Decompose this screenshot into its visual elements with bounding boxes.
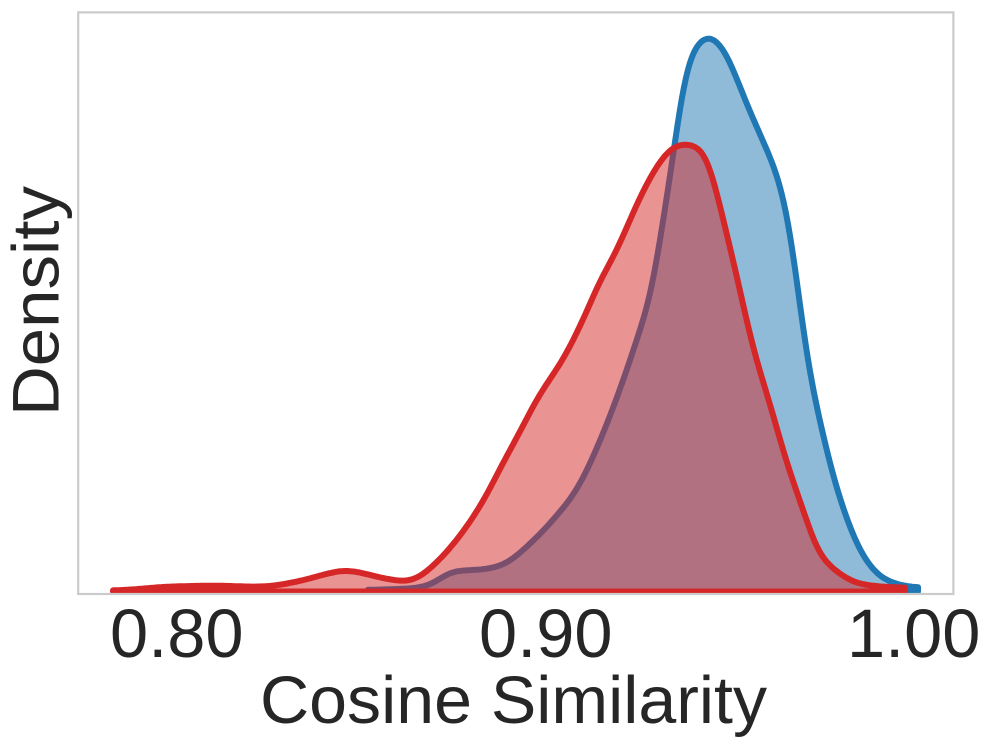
svg-text:Density: Density [0, 186, 73, 416]
svg-text:1.00: 1.00 [847, 595, 981, 672]
svg-text:0.80: 0.80 [110, 595, 244, 672]
svg-text:Cosine Similarity: Cosine Similarity [260, 663, 768, 738]
svg-text:0.90: 0.90 [479, 595, 613, 672]
